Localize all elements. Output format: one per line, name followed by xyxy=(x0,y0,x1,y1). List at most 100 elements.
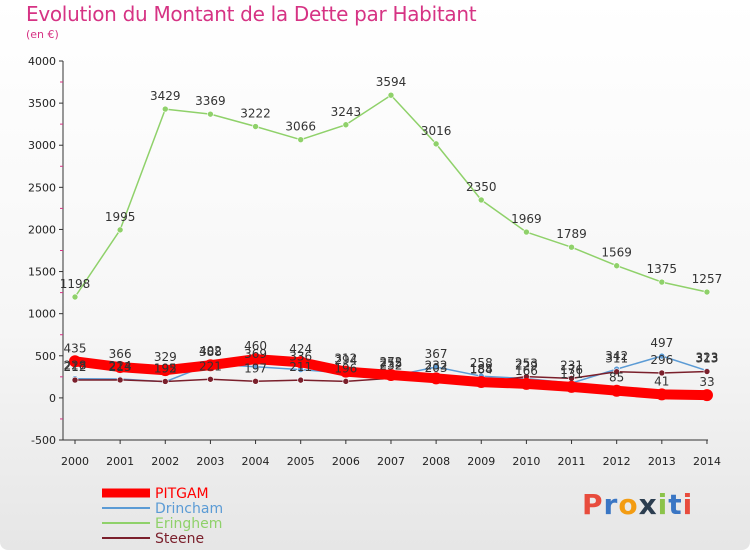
data-label-eringhem: 1789 xyxy=(556,227,587,241)
data-label-steene: 195 xyxy=(154,361,177,375)
data-label-steene: 311 xyxy=(605,352,628,366)
data-point-eringhem xyxy=(161,105,169,113)
data-point-eringhem xyxy=(613,262,620,270)
x-tick-label: 2009 xyxy=(467,455,495,468)
data-point-pitgam xyxy=(610,384,623,397)
data-label-steene: 203 xyxy=(425,361,448,375)
x-tick-label: 2012 xyxy=(603,455,631,468)
data-label-drincham: 176 xyxy=(560,363,583,377)
data-label-pitgam: 85 xyxy=(609,371,624,385)
legend-label-eringhem: Eringhem xyxy=(155,516,222,532)
y-tick-label: 500 xyxy=(35,350,56,363)
data-label-eringhem: 1375 xyxy=(647,262,678,276)
data-point-steene xyxy=(703,368,711,375)
data-point-steene xyxy=(658,369,666,377)
data-label-pitgam: 460 xyxy=(244,339,267,353)
data-label-pitgam: 166 xyxy=(515,364,538,378)
data-point-drincham xyxy=(432,363,440,371)
series-layer xyxy=(69,91,713,402)
logo-letter: i xyxy=(682,488,694,521)
data-point-eringhem xyxy=(297,136,305,143)
data-label-steene: 221 xyxy=(199,359,222,373)
data-point-pitgam xyxy=(520,377,533,390)
logo-letter: t xyxy=(668,488,683,521)
data-label-eringhem: 3594 xyxy=(376,75,407,89)
data-label-drincham: 258 xyxy=(470,356,493,370)
data-label-drincham: 255 xyxy=(380,356,403,370)
data-point-eringhem xyxy=(116,226,124,234)
x-tick-label: 2006 xyxy=(332,455,360,468)
data-label-drincham: 228 xyxy=(64,359,87,373)
data-point-eringhem xyxy=(523,228,530,236)
y-tick-label: 4000 xyxy=(28,55,56,68)
data-label-drincham: 369 xyxy=(244,347,267,361)
data-point-pitgam xyxy=(430,372,443,385)
x-tick-label: 2004 xyxy=(242,455,270,468)
x-tick-label: 2010 xyxy=(512,455,540,468)
chart-title: Evolution du Montant de la Dette par Hab… xyxy=(26,2,477,26)
legend-label-drincham: Drincham xyxy=(155,501,223,517)
x-tick-label: 2014 xyxy=(693,455,721,468)
y-tick-label: 2000 xyxy=(28,223,56,236)
data-label-drincham: 402 xyxy=(199,344,222,358)
data-point-eringhem xyxy=(703,288,711,296)
y-tick-label: 3500 xyxy=(28,97,56,110)
data-label-steene: 296 xyxy=(650,353,673,367)
data-point-steene xyxy=(71,376,79,384)
x-tick-label: 2013 xyxy=(648,455,676,468)
data-point-pitgam xyxy=(655,388,668,401)
data-point-pitgam xyxy=(204,359,217,372)
data-label-drincham: 342 xyxy=(605,349,628,363)
data-point-pitgam xyxy=(294,356,307,369)
x-tick-label: 2003 xyxy=(196,455,224,468)
data-label-steene: 196 xyxy=(334,361,357,375)
data-label-drincham: 224 xyxy=(109,359,132,373)
data-label-steene: 197 xyxy=(244,361,267,375)
data-label-pitgam: 33 xyxy=(699,375,714,389)
x-tick-label: 2001 xyxy=(106,455,134,468)
data-point-eringhem xyxy=(568,243,575,251)
x-tick-label: 2005 xyxy=(287,455,315,468)
data-label-steene: 211 xyxy=(289,360,312,374)
data-label-eringhem: 3066 xyxy=(285,120,316,134)
data-point-eringhem xyxy=(342,121,350,129)
data-point-pitgam xyxy=(69,355,81,368)
data-point-steene xyxy=(116,376,124,384)
data-label-pitgam: 424 xyxy=(289,342,312,356)
x-tick-label: 2011 xyxy=(558,455,586,468)
x-tick-label: 2007 xyxy=(377,455,405,468)
data-label-steene: 313 xyxy=(696,352,719,366)
data-label-eringhem: 1257 xyxy=(692,272,723,286)
data-point-steene xyxy=(161,378,169,385)
data-label-pitgam: 329 xyxy=(154,350,177,364)
logo-letter: x xyxy=(638,488,658,521)
logo-letter: r xyxy=(603,488,619,521)
data-point-pitgam xyxy=(249,353,262,366)
data-labels: 1198 1995 3429 3369 3222 3066 3243 3594 3016 2350… xyxy=(60,75,723,389)
data-point-steene xyxy=(342,378,350,385)
legend-label-steene: Steene xyxy=(155,531,204,547)
data-point-steene xyxy=(613,368,620,375)
data-label-pitgam: 312 xyxy=(334,352,357,366)
data-label-pitgam: 131 xyxy=(560,367,583,381)
chart-unit: (en €) xyxy=(26,28,59,41)
data-label-eringhem: 1198 xyxy=(60,277,91,291)
y-tick-label: 1000 xyxy=(28,308,56,321)
data-point-eringhem xyxy=(252,123,259,130)
data-label-drincham: 294 xyxy=(334,353,357,367)
data-label-drincham: 367 xyxy=(425,347,448,361)
data-point-steene xyxy=(252,377,259,385)
data-point-eringhem xyxy=(477,196,485,204)
data-label-eringhem: 1969 xyxy=(511,212,542,226)
data-label-eringhem: 1569 xyxy=(601,246,632,260)
data-label-drincham: 192 xyxy=(154,362,177,376)
data-label-steene: 253 xyxy=(515,357,538,371)
y-tick-label: 0 xyxy=(49,392,56,405)
data-point-pitgam xyxy=(159,364,172,377)
data-point-eringhem xyxy=(432,140,440,148)
legend-label-pitgam: PITGAM xyxy=(155,486,209,502)
data-label-pitgam: 388 xyxy=(199,345,222,359)
data-point-eringhem xyxy=(207,110,214,118)
data-label-drincham: 497 xyxy=(650,336,673,350)
